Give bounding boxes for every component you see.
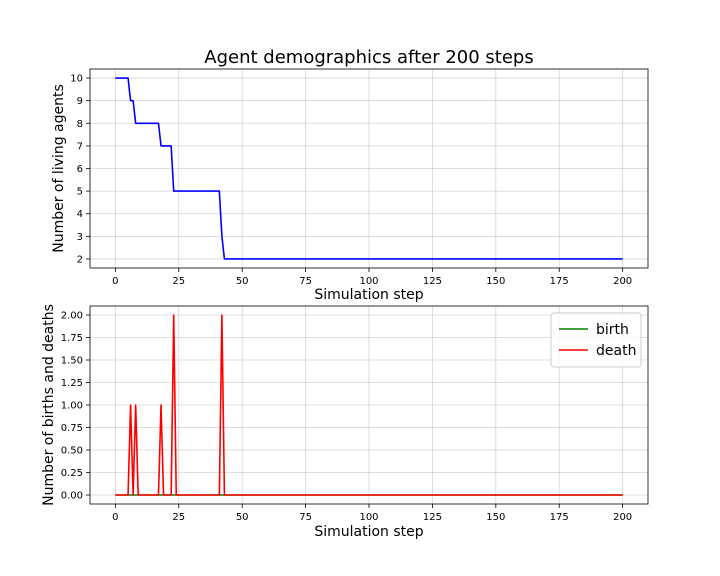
series-line-series-0 xyxy=(115,77,623,260)
legend-label-death: death xyxy=(596,343,636,359)
y-tick-label: 4 xyxy=(77,209,83,220)
grid xyxy=(90,69,648,268)
legend: birth death xyxy=(550,312,642,368)
x-tick-label: 100 xyxy=(359,512,378,523)
x-tick-label: 50 xyxy=(236,512,249,523)
y-tick-label: 5 xyxy=(77,187,83,198)
x-tick-label: 25 xyxy=(172,512,185,523)
y-tick-label: 1.00 xyxy=(61,401,83,412)
chart-title: Agent demographics after 200 steps xyxy=(204,47,533,68)
x-tick-label: 200 xyxy=(613,512,632,523)
x-tick-label: 175 xyxy=(550,276,569,287)
x-tick-label: 150 xyxy=(486,276,505,287)
y-axis-label: Number of births and deaths xyxy=(41,304,57,506)
x-tick-label: 100 xyxy=(359,276,378,287)
y-tick-label: 7 xyxy=(77,141,83,152)
x-axis-label: Simulation step xyxy=(314,287,423,303)
y-tick-label: 8 xyxy=(77,119,83,130)
bottom-chart-axes: 0 25 50 75 100 125 150 175 200 0.00 0.25 0.50 0.75 1.… xyxy=(41,304,649,540)
y-tick-label: 0.25 xyxy=(61,468,83,479)
x-tick-label: 125 xyxy=(423,276,442,287)
x-tick-label: 200 xyxy=(613,276,632,287)
y-axis-label: Number of living agents xyxy=(51,84,67,253)
y-tick-label: 3 xyxy=(77,232,83,243)
y-tick-label: 1.50 xyxy=(61,356,83,367)
y-tick-label: 1.25 xyxy=(61,378,83,389)
y-tick-label: 0.50 xyxy=(61,446,83,457)
legend-label-birth: birth xyxy=(596,322,629,338)
series-line-death xyxy=(115,314,623,496)
y-tick-label: 2 xyxy=(77,254,83,265)
x-tick-label: 150 xyxy=(486,512,505,523)
legend-frame xyxy=(550,312,642,368)
x-tick-label: 50 xyxy=(236,276,249,287)
y-tick-label: 6 xyxy=(77,164,83,175)
y-tick-label: 2.00 xyxy=(61,311,83,322)
x-tick-label: 75 xyxy=(299,512,312,523)
y-tick-label: 0.75 xyxy=(61,423,83,434)
y-tick-label: 9 xyxy=(77,96,83,107)
x-tick-label: 175 xyxy=(550,512,569,523)
y-tick-label: 0.00 xyxy=(61,491,83,502)
y-tick-label: 10 xyxy=(70,74,83,85)
x-tick-label: 125 xyxy=(423,512,442,523)
x-axis-label: Simulation step xyxy=(314,524,423,540)
x-tick-label: 0 xyxy=(112,512,118,523)
x-tick-label: 75 xyxy=(299,276,312,287)
top-chart-axes: 0 25 50 75 100 125 150 175 200 2 3 4 5 6 7 8 9 10 Simulati… xyxy=(51,68,649,303)
x-tick-label: 25 xyxy=(172,276,185,287)
y-tick-label: 1.75 xyxy=(61,333,83,344)
x-tick-label: 0 xyxy=(112,276,118,287)
